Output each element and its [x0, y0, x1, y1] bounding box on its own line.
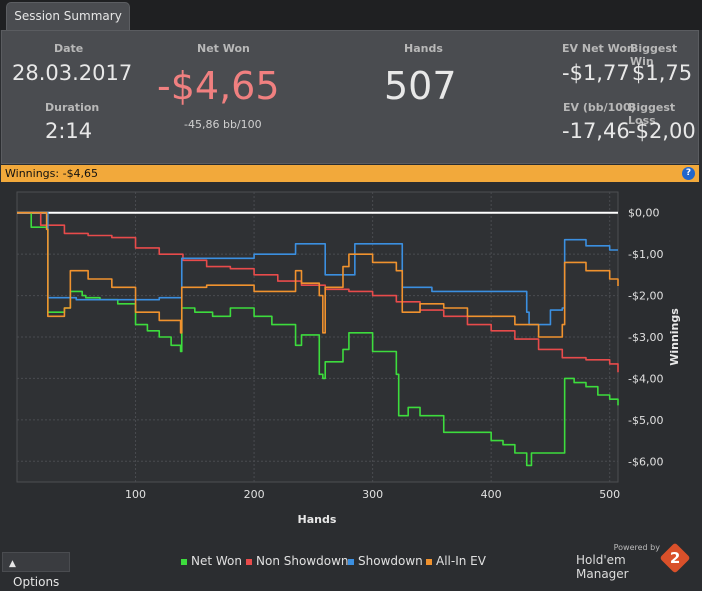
winnings-value: -$4,65 [62, 167, 99, 180]
duration-label: Duration [45, 101, 100, 114]
winnings-chart: $0,00 -$1,00 -$2,00 -$3,00 -$4,00 -$5,00 -$6,0… [1, 182, 699, 579]
ev-bb-label: EV (bb/100) [563, 101, 636, 114]
biggest-win-label: Biggest Win [630, 42, 678, 68]
legend-swatch [348, 558, 354, 565]
y-tick-label: -$3,00 [628, 331, 663, 344]
legend-label: Showdown [358, 554, 423, 568]
ev-net-won-value: -$1,77 [562, 61, 630, 85]
hands-value: 507 [384, 64, 457, 108]
net-won-label: Net Won [197, 42, 250, 55]
ticks: $0,00 -$1,00 -$2,00 -$3,00 -$4,00 -$5,00 -$6,0… [125, 207, 663, 501]
help-icon[interactable]: ? [682, 167, 695, 180]
hands-label: Hands [404, 42, 443, 55]
legend-swatch [426, 558, 432, 565]
session-summary-panel: Date 28.03.2017 Duration 2:14 Net Won -$… [1, 30, 699, 164]
chevron-up-icon: ▲ [9, 559, 16, 569]
net-won-bb-value: -45,86 bb/100 [184, 118, 262, 131]
options-button[interactable]: ▲ Options [2, 552, 70, 589]
legend-item-non-showdown[interactable]: Non Showdown [246, 554, 349, 568]
series-line-showdown [17, 211, 618, 326]
legend-swatch [181, 558, 187, 565]
options-label: Options [13, 575, 60, 589]
y-tick-label: -$6,00 [628, 455, 663, 468]
hm2-badge-icon: 2 [659, 542, 691, 574]
legend-label: Net Won [191, 554, 242, 568]
net-won-value: -$4,65 [157, 64, 280, 108]
x-axis-label: Hands [298, 513, 337, 526]
y-tick-label: -$5,00 [628, 414, 663, 427]
date-label: Date [54, 42, 84, 55]
winnings-bar: Winnings: -$4,65 ? [1, 165, 699, 182]
winnings-chart-svg: $0,00 -$1,00 -$2,00 -$3,00 -$4,00 -$5,00 -$6,0… [16, 191, 681, 526]
duration-value: 2:14 [45, 119, 93, 143]
date-value: 28.03.2017 [12, 61, 133, 85]
legend-label: Non Showdown [256, 554, 349, 568]
series-lines [17, 211, 619, 467]
winnings-label: Winnings: [5, 167, 60, 180]
x-tick-label: 200 [244, 488, 265, 501]
brand-logo: Powered by Hold'em Manager 2 [576, 542, 691, 581]
legend-swatch [246, 558, 252, 565]
grid [17, 192, 618, 482]
winnings-bar-text: Winnings: -$4,65 [5, 165, 98, 182]
powered-by-text: Powered by [613, 543, 660, 552]
x-tick-label: 300 [362, 488, 383, 501]
legend-item-all-in-ev[interactable]: All-In EV [426, 554, 486, 568]
biggest-win-value: $1,75 [632, 61, 693, 85]
y-tick-label: $0,00 [628, 207, 660, 220]
ev-net-won-label: EV Net Won [562, 42, 635, 55]
tab-session-summary[interactable]: Session Summary [6, 2, 130, 30]
x-tick-label: 500 [599, 488, 620, 501]
x-tick-label: 400 [481, 488, 502, 501]
y-axis-label: Winnings [668, 308, 681, 366]
y-tick-label: -$4,00 [628, 372, 663, 385]
legend-label: All-In EV [436, 554, 486, 568]
legend-item-net-won[interactable]: Net Won [181, 554, 242, 568]
tab-bar: Session Summary [0, 0, 702, 30]
x-tick-label: 100 [125, 488, 146, 501]
y-tick-label: -$2,00 [628, 290, 663, 303]
legend-item-showdown[interactable]: Showdown [348, 554, 423, 568]
y-tick-label: -$1,00 [628, 248, 663, 261]
series-line-all-in-ev [17, 211, 619, 338]
biggest-loss-value: -$2,00 [628, 119, 696, 143]
brand-name: Hold'em Manager [576, 553, 629, 581]
biggest-loss-label: Biggest Loss [628, 101, 676, 127]
series-line-net-won [17, 211, 619, 467]
ev-bb-value: -17,46 [562, 119, 630, 143]
